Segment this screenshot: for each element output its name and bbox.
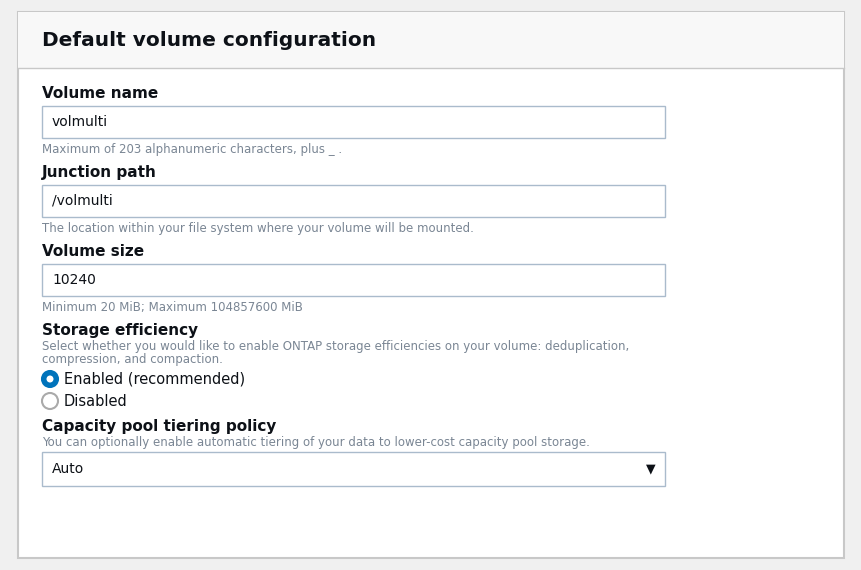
Text: ▼: ▼ — [646, 462, 655, 475]
Text: Select whether you would like to enable ONTAP storage efficiencies on your volum: Select whether you would like to enable … — [42, 340, 629, 353]
Circle shape — [46, 376, 53, 382]
Text: Storage efficiency: Storage efficiency — [42, 323, 198, 338]
Circle shape — [42, 393, 58, 409]
Text: /volmulti: /volmulti — [52, 194, 113, 208]
Circle shape — [42, 371, 58, 387]
FancyBboxPatch shape — [18, 12, 843, 68]
Text: Minimum 20 MiB; Maximum 104857600 MiB: Minimum 20 MiB; Maximum 104857600 MiB — [42, 301, 302, 314]
Text: You can optionally enable automatic tiering of your data to lower-cost capacity : You can optionally enable automatic tier… — [42, 436, 589, 449]
Text: Capacity pool tiering policy: Capacity pool tiering policy — [42, 419, 276, 434]
Text: Enabled (recommended): Enabled (recommended) — [64, 372, 245, 386]
FancyBboxPatch shape — [42, 264, 664, 296]
Text: The location within your file system where your volume will be mounted.: The location within your file system whe… — [42, 222, 474, 235]
Text: Disabled: Disabled — [64, 393, 127, 409]
Text: compression, and compaction.: compression, and compaction. — [42, 353, 223, 366]
Text: Default volume configuration: Default volume configuration — [42, 31, 375, 50]
Text: Junction path: Junction path — [42, 165, 157, 180]
Text: Maximum of 203 alphanumeric characters, plus _ .: Maximum of 203 alphanumeric characters, … — [42, 143, 342, 156]
Text: Volume size: Volume size — [42, 244, 144, 259]
FancyBboxPatch shape — [42, 185, 664, 217]
FancyBboxPatch shape — [18, 12, 843, 558]
Text: volmulti: volmulti — [52, 115, 108, 129]
FancyBboxPatch shape — [42, 452, 664, 486]
FancyBboxPatch shape — [42, 106, 664, 138]
Text: Volume name: Volume name — [42, 86, 158, 101]
Text: Auto: Auto — [52, 462, 84, 476]
Text: 10240: 10240 — [52, 273, 96, 287]
